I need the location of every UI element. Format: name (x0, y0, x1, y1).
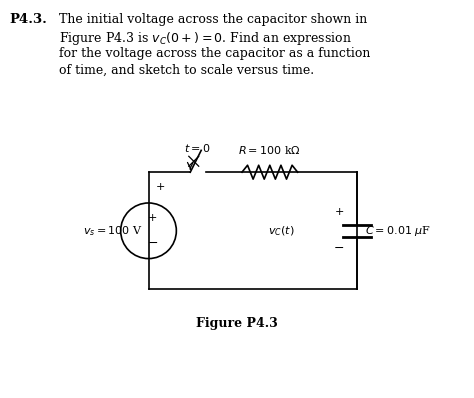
Text: +: + (335, 207, 344, 217)
Text: for the voltage across the capacitor as a function: for the voltage across the capacitor as … (59, 47, 370, 60)
Text: of time, and sketch to scale versus time.: of time, and sketch to scale versus time… (59, 64, 314, 77)
Text: −: − (147, 237, 158, 250)
Text: The initial voltage across the capacitor shown in: The initial voltage across the capacitor… (59, 13, 367, 26)
Text: +: + (156, 182, 165, 192)
Text: $v_C(t)$: $v_C(t)$ (268, 224, 294, 238)
Text: $R = 100$ k$\Omega$: $R = 100$ k$\Omega$ (238, 144, 301, 156)
Text: Figure P4.3: Figure P4.3 (196, 317, 278, 330)
Text: Figure P4.3 is $v_C(0+) = 0$. Find an expression: Figure P4.3 is $v_C(0+) = 0$. Find an ex… (59, 30, 352, 47)
Text: $t = 0$: $t = 0$ (184, 142, 210, 154)
Text: $C = 0.01$ $\mu$F: $C = 0.01$ $\mu$F (365, 224, 431, 238)
Text: −: − (334, 242, 345, 255)
Text: $v_s = 100$ V: $v_s = 100$ V (83, 224, 143, 238)
Text: +: + (148, 213, 157, 223)
Text: P4.3.: P4.3. (9, 13, 47, 26)
